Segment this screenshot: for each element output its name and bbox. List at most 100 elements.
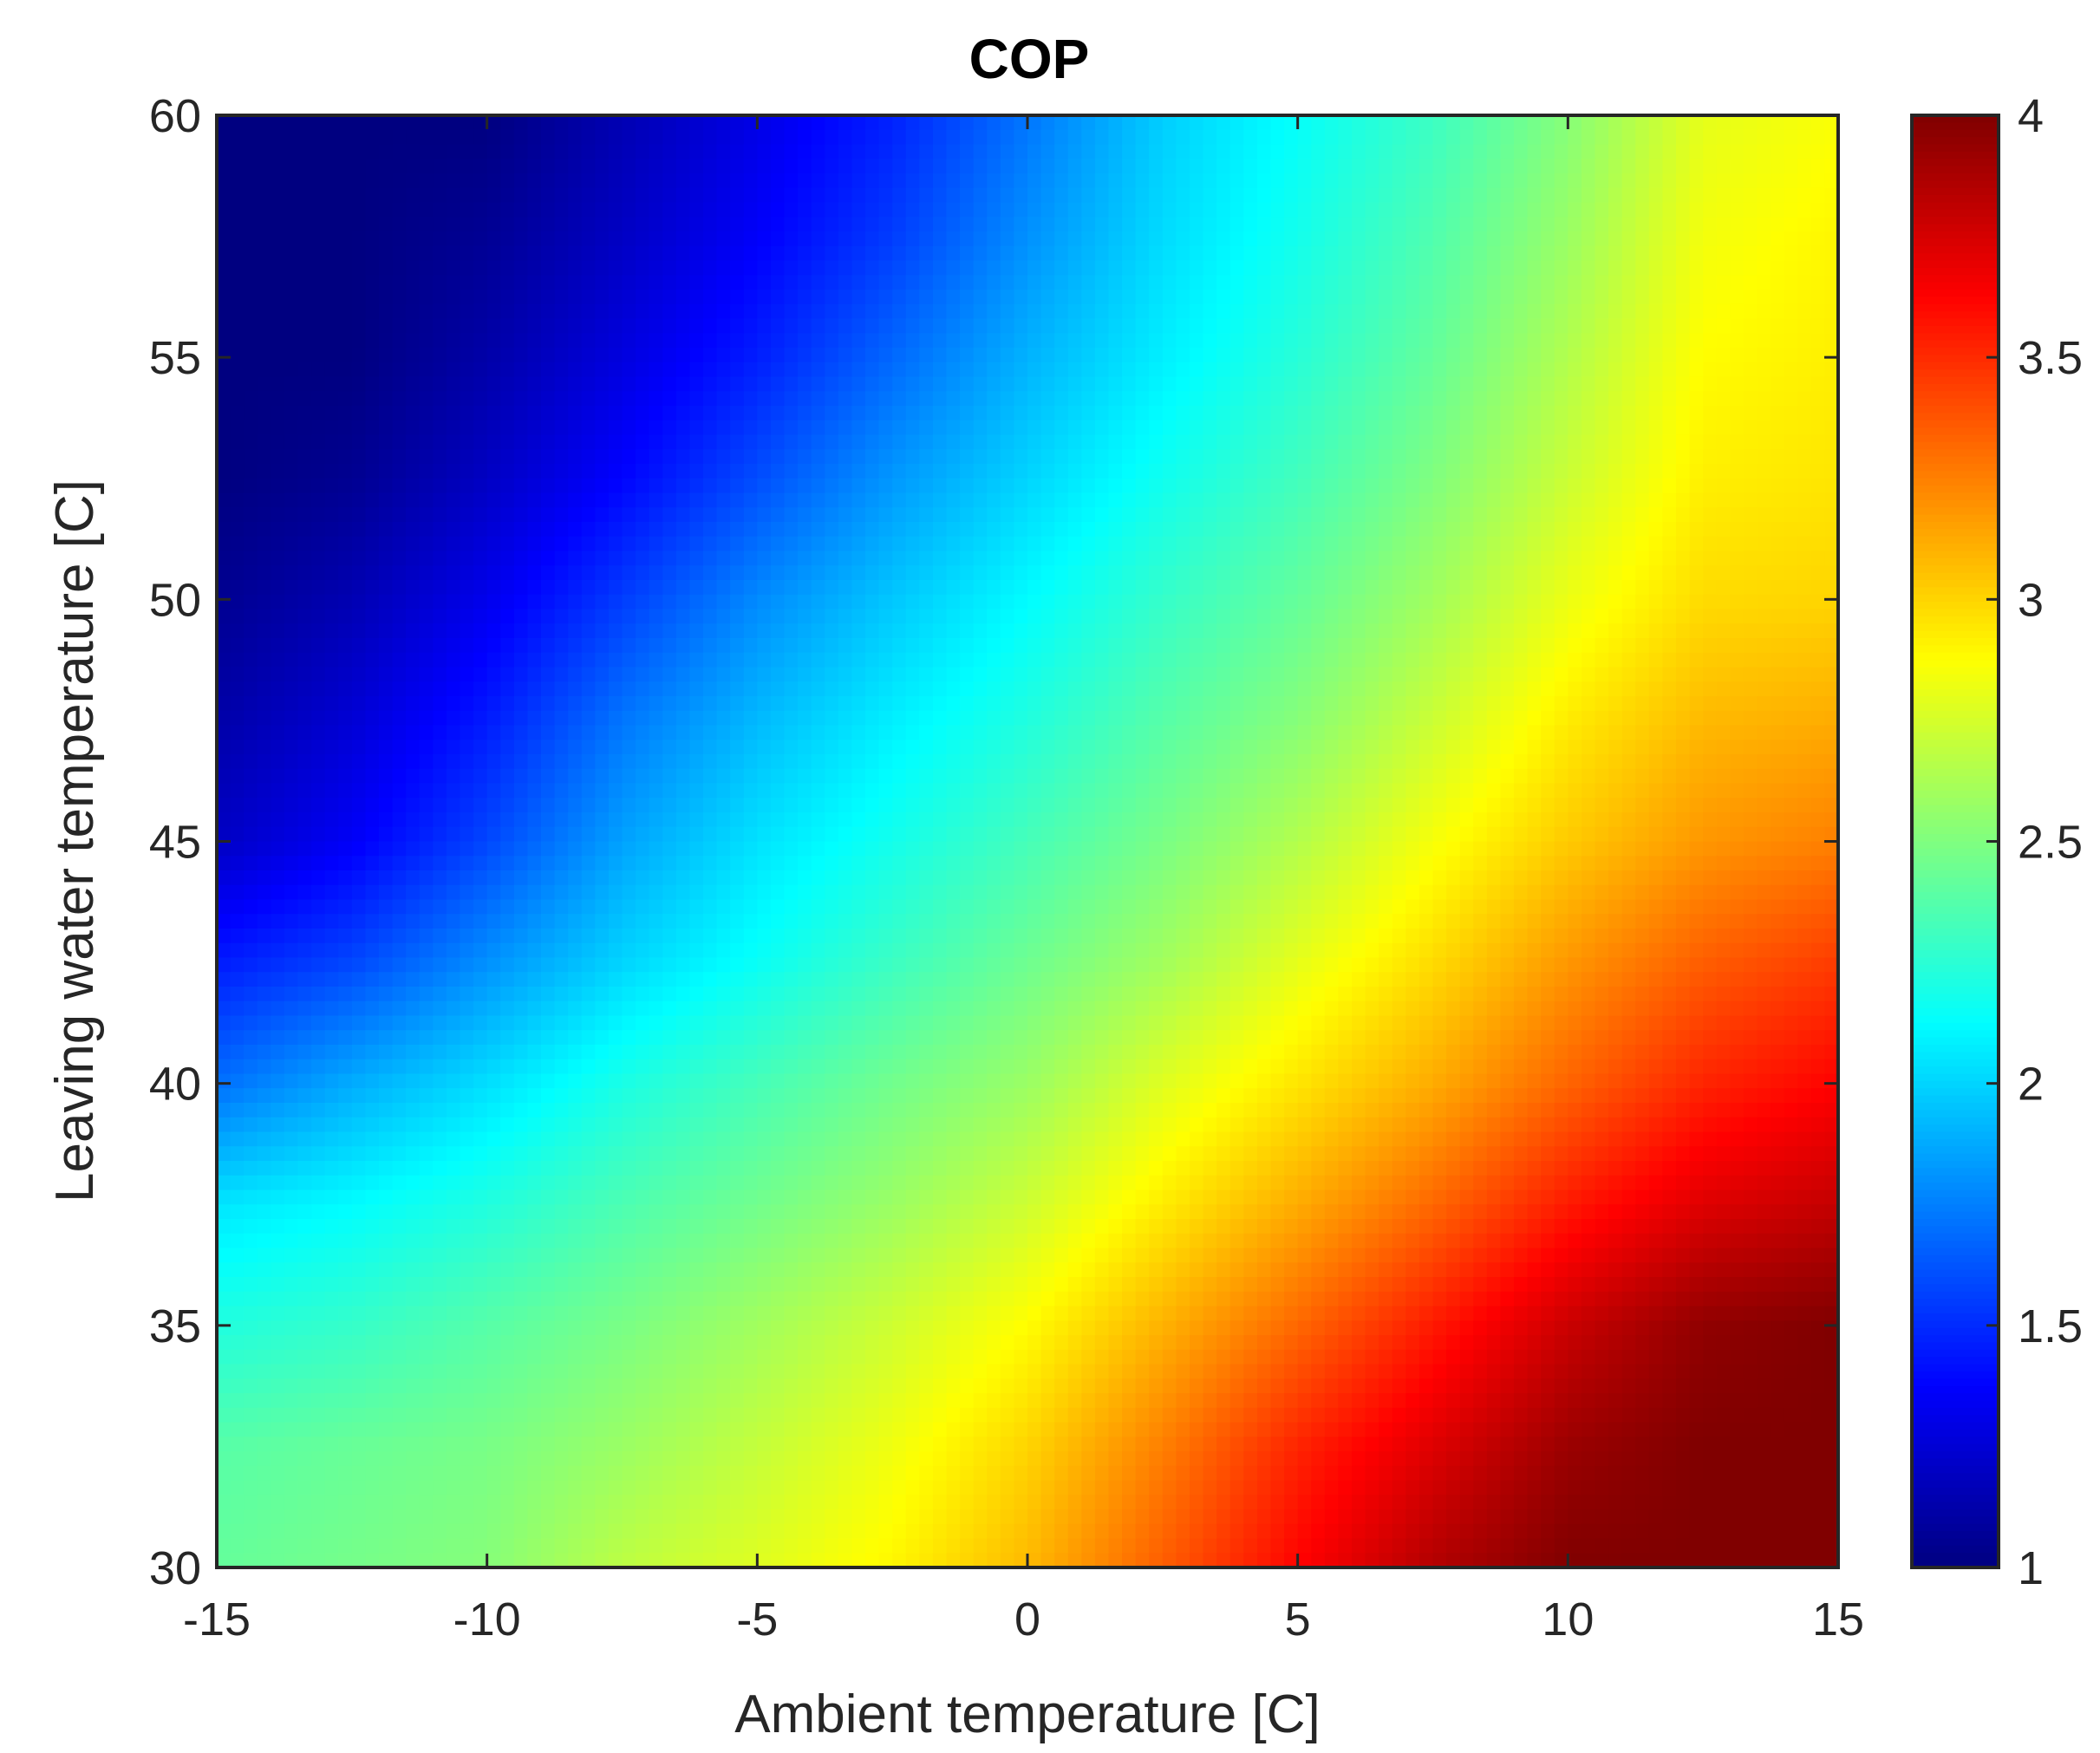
heatmap-cell — [595, 231, 610, 247]
heatmap-cell — [1689, 536, 1704, 552]
heatmap-cell — [365, 318, 380, 335]
heatmap-cell — [1190, 492, 1204, 509]
heatmap-cell — [946, 115, 961, 131]
heatmap-cell — [649, 333, 664, 349]
heatmap-cell — [338, 362, 353, 378]
heatmap-cell — [1757, 406, 1771, 421]
heatmap-cell — [1149, 362, 1164, 378]
heatmap-cell — [1527, 681, 1542, 697]
heatmap-cell — [1608, 492, 1623, 509]
heatmap-cell — [1432, 696, 1447, 712]
heatmap-cell — [217, 667, 232, 683]
heatmap-cell — [1771, 623, 1785, 639]
heatmap-cell — [1297, 391, 1313, 407]
heatmap-cell — [1094, 449, 1110, 465]
heatmap-cell — [784, 594, 799, 610]
heatmap-cell — [973, 318, 988, 335]
heatmap-cell — [1608, 391, 1623, 407]
heatmap-cell — [1581, 159, 1596, 174]
heatmap-cell — [1581, 260, 1596, 277]
heatmap-cell — [1703, 129, 1718, 146]
heatmap-cell — [433, 565, 447, 581]
heatmap-cell — [365, 129, 380, 146]
heatmap-cell — [284, 464, 299, 479]
heatmap-cell — [500, 507, 515, 523]
heatmap-cell — [919, 260, 934, 277]
heatmap-cell — [905, 202, 921, 218]
heatmap-cell — [960, 333, 975, 349]
heatmap-cell — [1135, 348, 1151, 363]
heatmap-cell — [1379, 144, 1393, 160]
heatmap-cell — [1149, 449, 1164, 465]
heatmap-cell — [1500, 333, 1515, 349]
heatmap-cell — [433, 362, 447, 378]
heatmap-cell — [1730, 551, 1745, 567]
heatmap-cell — [1135, 303, 1151, 320]
heatmap-cell — [1757, 275, 1771, 290]
heatmap-cell — [649, 260, 664, 277]
heatmap-cell — [473, 348, 488, 363]
heatmap-cell — [1324, 492, 1340, 509]
heatmap-cell — [1648, 290, 1664, 305]
heatmap-cell — [946, 290, 961, 305]
heatmap-cell — [1757, 376, 1771, 393]
heatmap-cell — [878, 492, 893, 509]
heatmap-cell — [743, 275, 759, 290]
heatmap-cell — [1108, 217, 1123, 232]
heatmap-cell — [1676, 217, 1691, 232]
heatmap-cell — [1446, 245, 1461, 262]
heatmap-cell — [1270, 449, 1285, 465]
heatmap-cell — [608, 144, 623, 160]
heatmap-cell — [946, 492, 961, 509]
heatmap-cell — [1459, 565, 1475, 581]
heatmap-cell — [757, 362, 772, 378]
heatmap-cell — [770, 318, 786, 335]
heatmap-cell — [1810, 303, 1826, 320]
heatmap-cell — [1703, 449, 1718, 465]
heatmap-cell — [1554, 652, 1569, 668]
heatmap-cell — [1743, 681, 1758, 697]
heatmap-cell — [1379, 187, 1393, 204]
heatmap-cell — [973, 348, 988, 363]
heatmap-cell — [1311, 507, 1326, 523]
heatmap-cell — [636, 623, 650, 639]
heatmap-cell — [311, 318, 326, 335]
heatmap-cell — [1554, 406, 1569, 421]
heatmap-cell — [1446, 115, 1461, 131]
heatmap-cell — [1459, 551, 1475, 567]
heatmap-cell — [703, 290, 718, 305]
heatmap-cell — [1418, 551, 1434, 567]
heatmap-cell — [865, 420, 880, 436]
heatmap-cell — [798, 348, 812, 363]
heatmap-cell — [1284, 406, 1299, 421]
heatmap-cell — [608, 696, 623, 712]
heatmap-cell — [1730, 492, 1745, 509]
heatmap-cell — [1149, 681, 1164, 697]
heatmap-cell — [932, 231, 948, 247]
heatmap-cell — [838, 565, 853, 581]
heatmap-cell — [1797, 159, 1812, 174]
heatmap-cell — [230, 420, 245, 436]
heatmap-cell — [1716, 536, 1732, 552]
heatmap-cell — [1541, 245, 1555, 262]
heatmap-cell — [1149, 187, 1164, 204]
heatmap-cell — [581, 318, 597, 335]
heatmap-cell — [675, 144, 691, 160]
heatmap-cell — [1379, 464, 1393, 479]
heatmap-cell — [1446, 290, 1461, 305]
heatmap-cell — [1527, 129, 1542, 146]
heatmap-cell — [1810, 464, 1826, 479]
heatmap-cell — [324, 492, 340, 509]
heatmap-cell — [770, 173, 786, 189]
heatmap-cell — [892, 681, 907, 697]
heatmap-cell — [1703, 507, 1718, 523]
heatmap-cell — [987, 536, 1001, 552]
heatmap-cell — [811, 609, 826, 625]
heatmap-cell — [513, 565, 529, 581]
heatmap-cell — [1595, 318, 1609, 335]
heatmap-cell — [1229, 173, 1245, 189]
heatmap-cell — [1676, 159, 1691, 174]
heatmap-cell — [365, 551, 380, 567]
heatmap-cell — [784, 507, 799, 523]
heatmap-cell — [675, 696, 691, 712]
